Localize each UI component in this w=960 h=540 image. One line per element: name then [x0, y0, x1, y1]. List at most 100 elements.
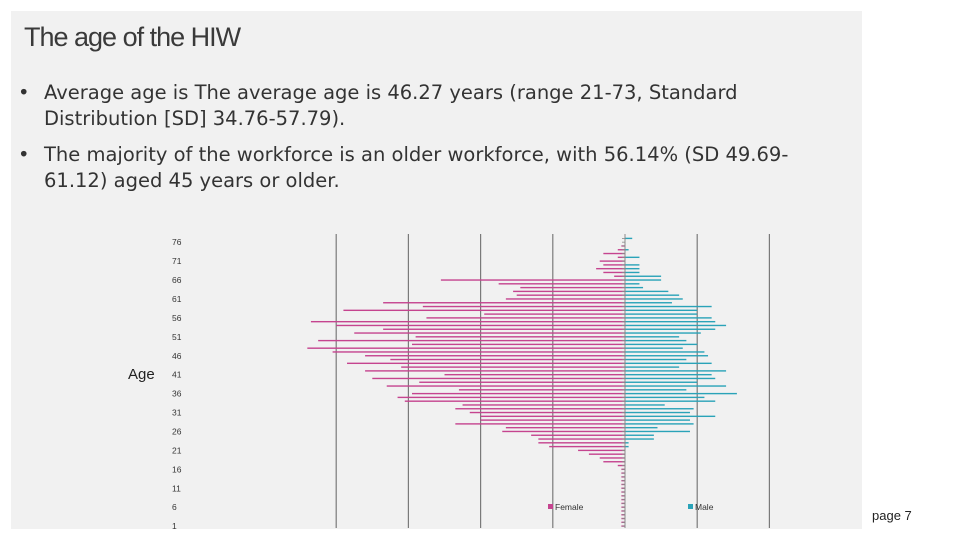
y-tick-label: 51: [172, 332, 182, 342]
bar-female: [310, 320, 625, 323]
bar-female: [617, 256, 625, 259]
bar-male: [625, 389, 687, 391]
y-tick-label: 6: [172, 502, 177, 512]
bar-female: [516, 294, 625, 296]
bar-male: [625, 411, 690, 414]
bar-female: [578, 449, 625, 452]
bar-male: [625, 237, 633, 240]
bar-male: [625, 275, 662, 277]
bar-male: [625, 339, 687, 342]
bar-male: [625, 377, 716, 380]
y-tick-label: 26: [172, 426, 182, 436]
bar-female: [444, 373, 625, 376]
y-tick-label: 76: [172, 237, 182, 247]
bar-female: [603, 264, 625, 266]
bar-male: [625, 279, 662, 281]
bar-male: [625, 419, 690, 421]
slide-title: The age of the HIW: [24, 22, 241, 52]
bullet-text: Average age is The average age is 46.27 …: [44, 81, 738, 130]
bullet-marker: •: [18, 81, 30, 104]
bar-male: [625, 392, 737, 395]
bar-male: [625, 445, 629, 448]
y-tick-label: 16: [172, 464, 182, 474]
bar-male: [625, 385, 727, 387]
bar-female: [617, 249, 625, 251]
chart-gridlines: [335, 234, 771, 528]
bar-female: [588, 453, 625, 455]
bar-female: [343, 309, 625, 312]
bar-female: [354, 332, 625, 334]
bullet-item-older-workforce: • The majority of the workforce is an ol…: [18, 142, 798, 194]
bar-female: [462, 404, 625, 406]
bar-female: [498, 283, 625, 285]
bar-female: [596, 267, 625, 270]
bar-male: [625, 309, 698, 312]
y-tick-label: 66: [172, 275, 182, 285]
bar-female: [505, 298, 625, 300]
bar-female: [347, 362, 625, 365]
bar-female: [455, 423, 625, 425]
bar-female: [397, 396, 625, 399]
bar-male: [625, 423, 694, 425]
bar-male: [625, 256, 640, 259]
bar-female: [455, 408, 625, 410]
bar-female: [307, 347, 625, 349]
bar-male: [625, 408, 694, 410]
bar-female: [469, 411, 625, 414]
bar-female: [419, 381, 625, 383]
bar-male: [625, 283, 640, 285]
bar-female: [365, 370, 625, 372]
bar-male: [625, 267, 640, 270]
bar-male: [625, 302, 672, 304]
y-tick-label: 21: [172, 445, 182, 455]
bar-female: [599, 260, 625, 262]
bar-male: [625, 373, 712, 376]
bar-female: [538, 438, 625, 440]
slide-background: [11, 11, 862, 529]
bar-male: [625, 332, 701, 334]
bar-female: [505, 426, 625, 429]
bar-female: [383, 302, 625, 304]
bar-male: [625, 320, 716, 323]
bar-male: [625, 294, 680, 296]
bar-male: [625, 381, 698, 383]
bar-male: [625, 415, 716, 418]
y-tick-label: 36: [172, 389, 182, 399]
bar-male: [625, 286, 644, 289]
bar-female: [614, 275, 625, 277]
bar-male: [625, 336, 680, 338]
bar-male: [625, 430, 690, 433]
chart-legend: Female Male: [548, 502, 714, 512]
bar-male: [625, 366, 680, 368]
bar-male: [625, 442, 629, 444]
bar-female: [401, 366, 625, 368]
bar-male: [625, 324, 727, 327]
bar-female: [480, 415, 625, 418]
y-tick-label: 31: [172, 408, 182, 418]
bar-female: [365, 355, 625, 357]
y-tick-label: 61: [172, 294, 182, 304]
bullet-marker: •: [18, 143, 30, 166]
bar-female: [336, 324, 625, 327]
bar-male: [625, 355, 709, 357]
bar-female: [549, 445, 625, 448]
bar-male: [625, 351, 705, 353]
bar-female: [422, 305, 625, 308]
bar-female: [440, 279, 625, 281]
bar-male: [625, 290, 669, 293]
bar-female: [603, 252, 625, 255]
bar-male: [625, 396, 705, 399]
bar-female: [412, 392, 625, 395]
bar-male: [625, 434, 654, 436]
bar-female: [415, 336, 625, 338]
legend-label-male: Male: [695, 502, 714, 512]
bar-female: [480, 419, 625, 421]
y-tick-label: 56: [172, 313, 182, 323]
bar-male: [625, 249, 629, 251]
chart-bars: [307, 237, 737, 527]
bar-male: [625, 438, 654, 440]
y-tick-label: 11: [172, 483, 181, 493]
bar-female: [318, 339, 625, 342]
